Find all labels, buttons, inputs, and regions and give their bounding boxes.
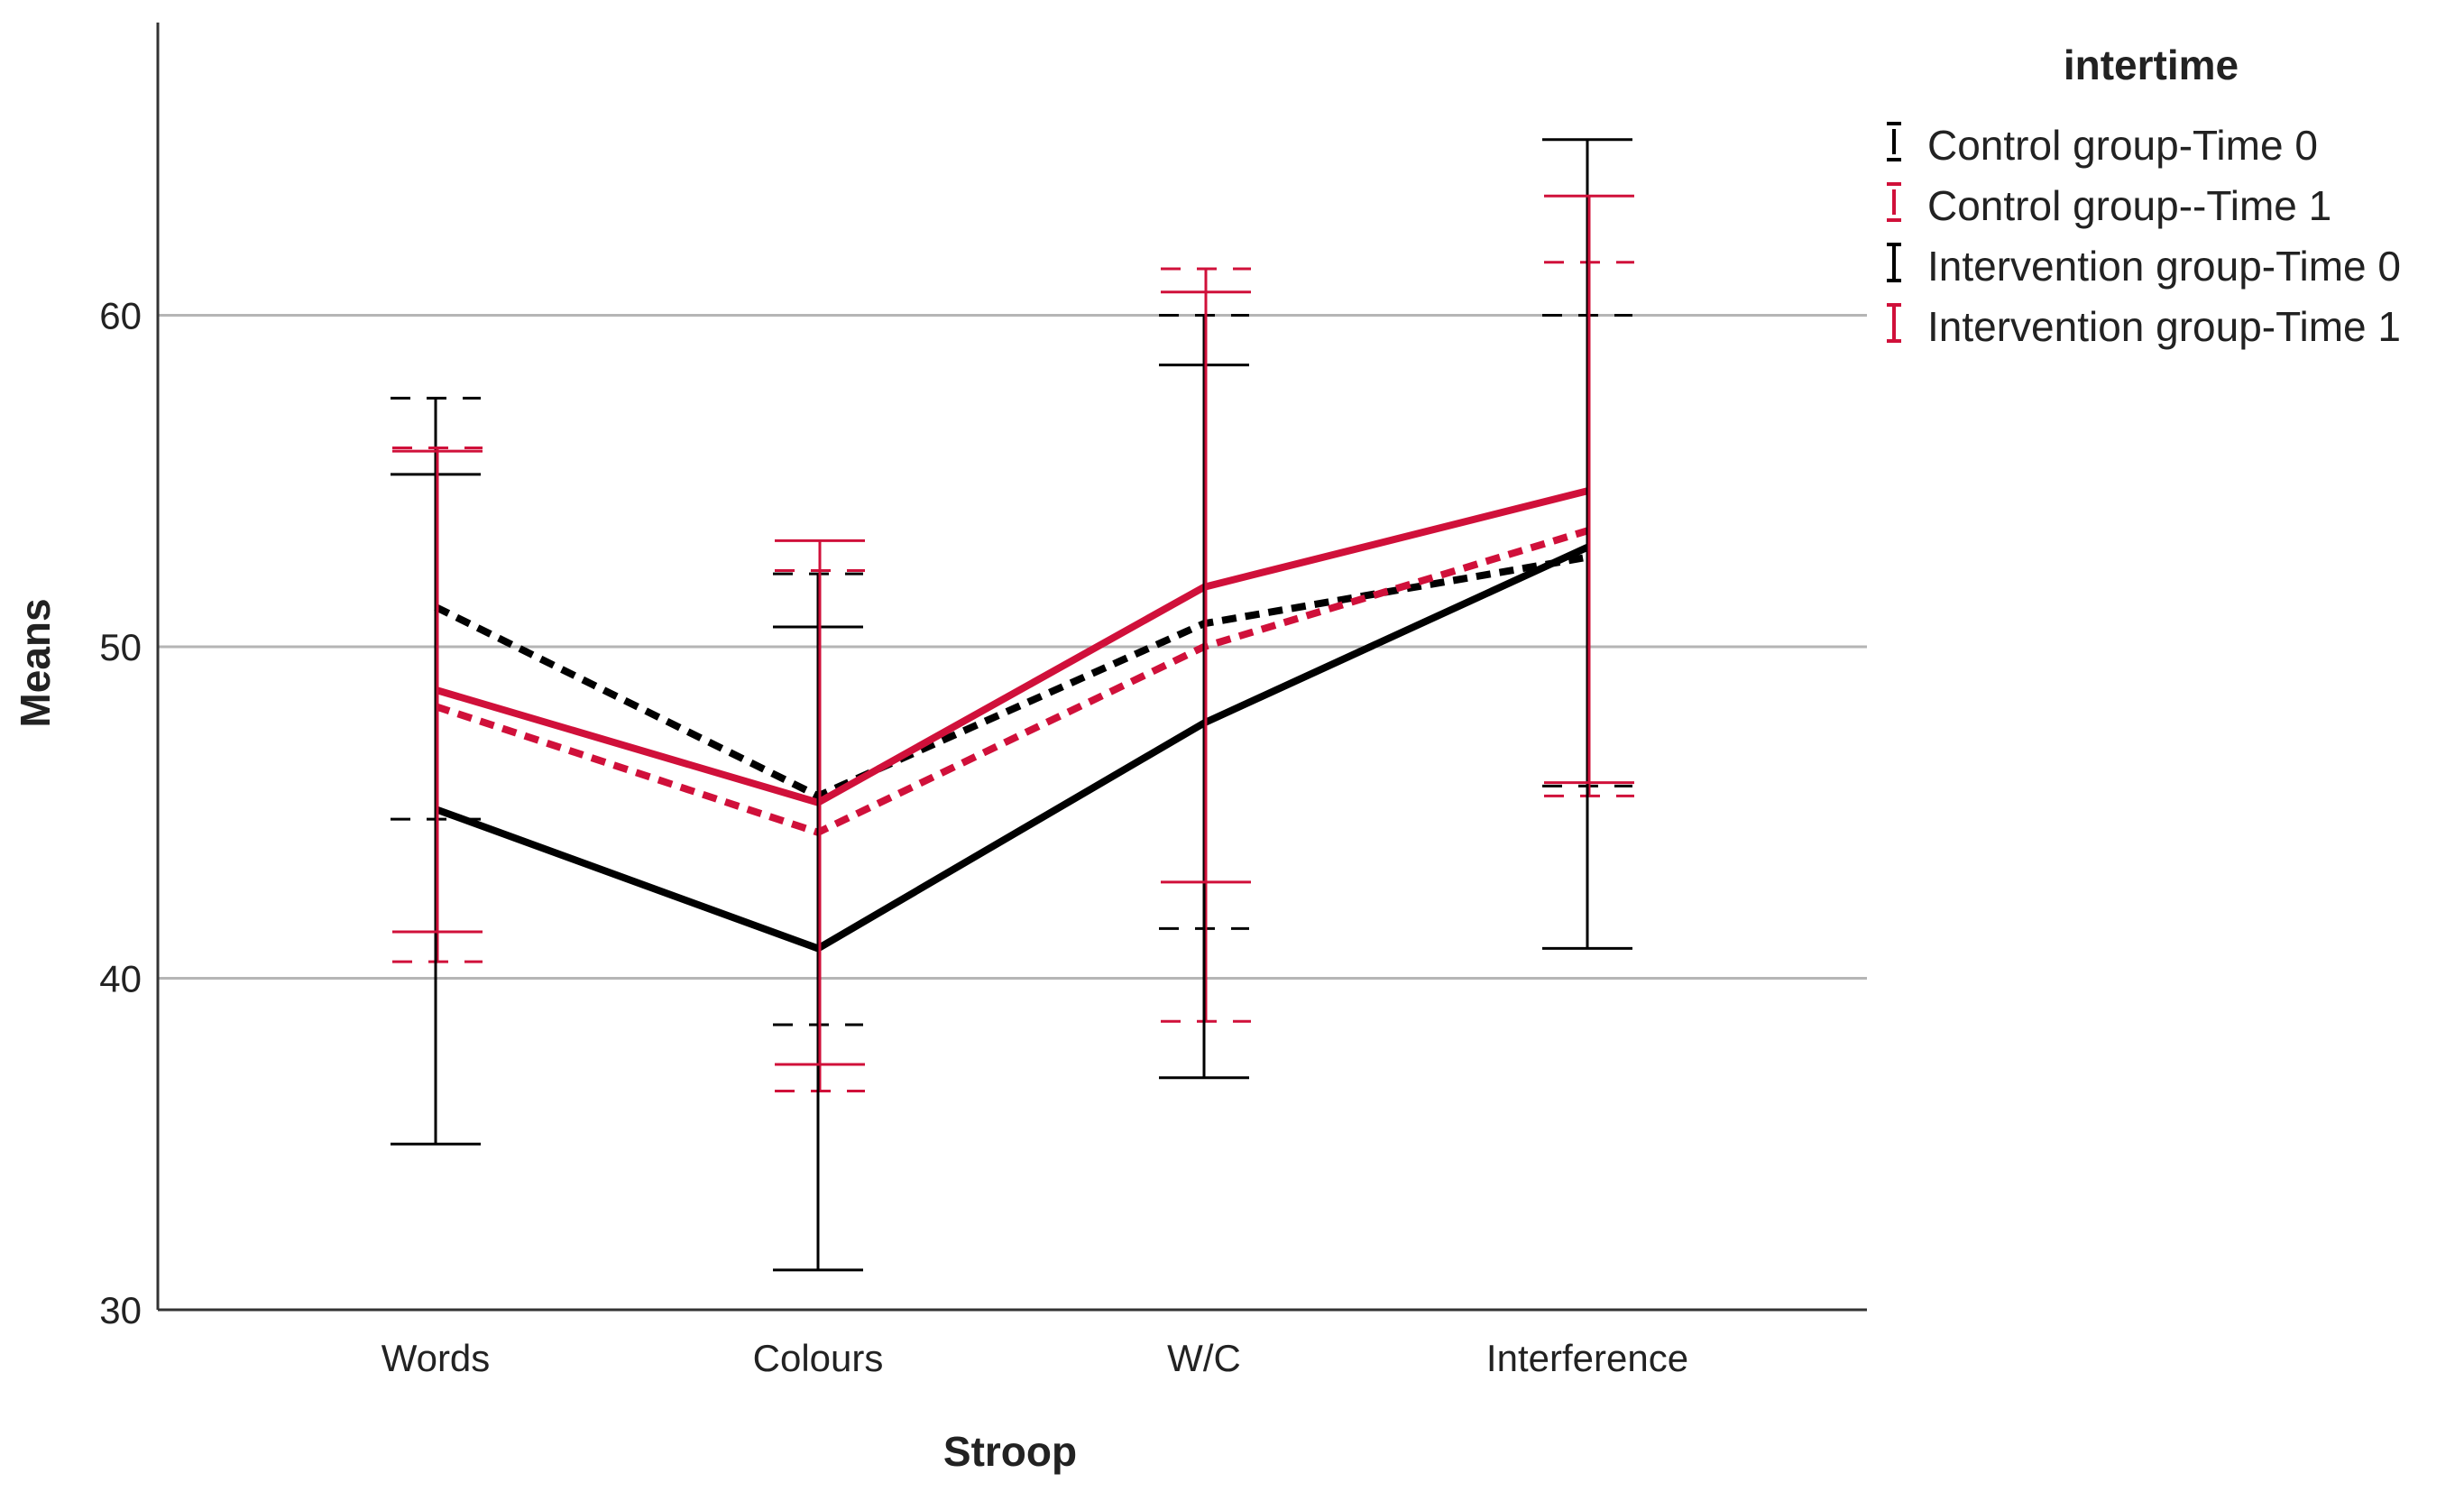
legend-label: Control group--Time 1 [1927, 182, 2331, 229]
gridlines [158, 314, 1867, 980]
legend-item: Intervention group-Time 0 [1887, 243, 2401, 290]
x-axis-title: Stroop [943, 1428, 1077, 1475]
tick-labels: 30 40 50 60 Words Colours W/C Interference [99, 295, 1688, 1380]
legend-label: Intervention group-Time 1 [1927, 303, 2401, 350]
y-tick-label: 30 [99, 1289, 142, 1331]
y-tick-label: 60 [99, 295, 142, 337]
error-bars [391, 138, 1634, 1272]
y-axis-title: Means [12, 598, 59, 727]
legend-label: Intervention group-Time 0 [1927, 243, 2401, 290]
x-tick-label: W/C [1167, 1337, 1241, 1379]
x-tick-label: Colours [753, 1337, 884, 1379]
series-lines [434, 487, 1589, 953]
series-line-2 [434, 527, 1589, 837]
legend-item: Control group--Time 1 [1887, 182, 2331, 229]
series-line-3 [434, 544, 1589, 953]
legend: intertime Control group-Time 0 Control gr… [1887, 41, 2401, 350]
axes [156, 23, 1867, 1312]
x-tick-label: Words [382, 1337, 491, 1379]
legend-item: Intervention group-Time 1 [1887, 303, 2401, 350]
legend-title: intertime [2064, 41, 2239, 88]
y-tick-label: 40 [99, 958, 142, 1000]
x-tick-label: Interference [1486, 1337, 1688, 1379]
series-line-4 [434, 487, 1588, 807]
y-tick-label: 50 [99, 626, 142, 668]
legend-label: Control group-Time 0 [1927, 122, 2318, 169]
series-line-1 [434, 553, 1588, 800]
legend-item: Control group-Time 0 [1887, 122, 2318, 169]
